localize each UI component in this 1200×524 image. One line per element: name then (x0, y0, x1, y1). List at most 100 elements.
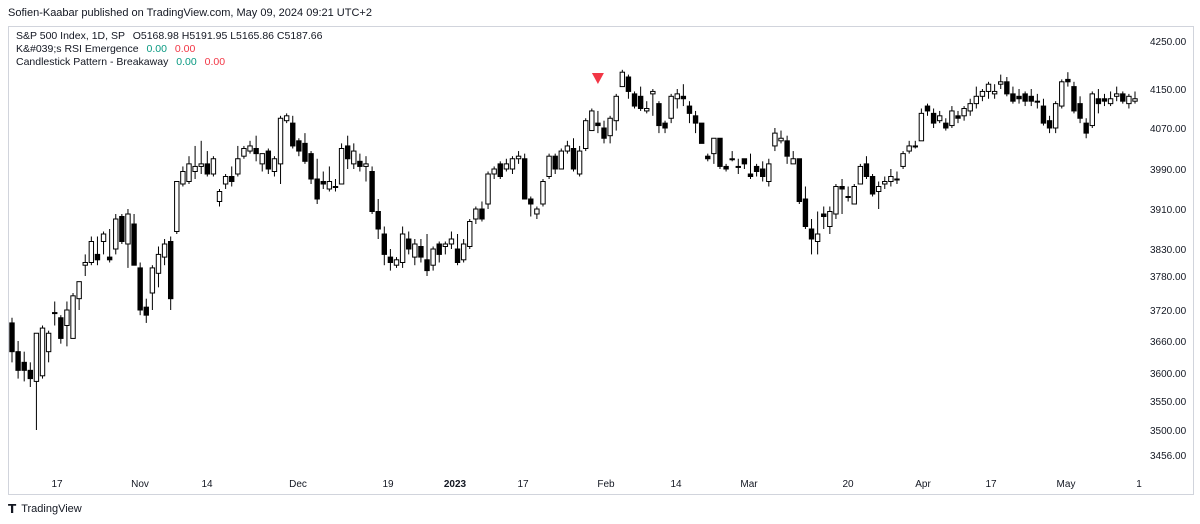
candle-up (113, 218, 119, 250)
tradingview-logo-icon: 𝗧 (8, 502, 17, 516)
candle-up (39, 327, 46, 377)
candle-down (320, 181, 326, 185)
y-tick-label: 3910.00 (1150, 205, 1187, 216)
candle-up (534, 208, 540, 215)
candle-up (998, 81, 1004, 85)
candle-down (686, 105, 693, 114)
candle-up (589, 110, 595, 132)
indicator-name: K&#039;s RSI Emergence (16, 43, 139, 55)
candle-down (15, 351, 21, 371)
footer-brand[interactable]: 𝗧 TradingView (8, 502, 82, 516)
price-axis: 4250.00 4150.00 4070.00 3990.00 3910.00 3830.… (1150, 37, 1187, 462)
breakaway-signal-marker (591, 73, 604, 84)
candle-up (558, 150, 564, 170)
legend-indicator-breakaway[interactable]: Candlestick Pattern - Breakaway 0.00 0.0… (16, 56, 322, 69)
candle-up (473, 208, 479, 220)
symbol-title: S&P 500 Index, 1D, SP (16, 30, 125, 42)
candle-down (302, 142, 308, 162)
x-tick-label: Dec (289, 479, 307, 490)
candle-down (106, 256, 113, 261)
candle-up (1089, 93, 1095, 127)
x-tick-label: 17 (51, 479, 63, 490)
candle-down (143, 306, 149, 316)
candle-up (985, 83, 992, 92)
y-tick-label: 3780.00 (1150, 272, 1187, 283)
candle-up (216, 191, 223, 202)
y-tick-label: 3500.00 (1150, 426, 1187, 437)
candle-down (454, 248, 461, 263)
candle-up (491, 168, 497, 175)
candle-up (76, 281, 82, 300)
candle-up (460, 243, 467, 261)
candle-down (943, 122, 949, 129)
candle-down (595, 122, 601, 127)
legend-indicator-rsi-emergence[interactable]: K&#039;s RSI Emergence 0.00 0.00 (16, 43, 322, 56)
candle-up (979, 90, 986, 97)
candle-up (583, 120, 589, 149)
candle-down (631, 93, 638, 107)
candle-down (131, 223, 137, 266)
candle-up (991, 90, 998, 95)
candle-down (296, 140, 302, 152)
candle-up (235, 158, 241, 175)
candle-down (741, 158, 748, 165)
candle-down (723, 165, 729, 170)
brand-name: TradingView (21, 503, 82, 515)
indicator-value-2: 0.00 (204, 56, 226, 68)
x-tick-label: Nov (131, 479, 149, 490)
candle-down (357, 160, 363, 167)
candle-up (1126, 95, 1132, 105)
publish-caption: Sofien-Kaabar published on TradingView.c… (8, 7, 372, 19)
candle-down (1010, 93, 1016, 102)
candle-down (418, 246, 424, 258)
candle-down (1077, 103, 1083, 119)
candle-down (167, 241, 174, 300)
candle-down (58, 317, 64, 339)
candle-down (637, 95, 644, 109)
candle-down (552, 155, 558, 170)
x-tick-label: May (1057, 479, 1076, 490)
candle-up (442, 243, 449, 247)
candle-up (247, 145, 253, 152)
candle-down (308, 153, 314, 180)
candle-down (601, 127, 607, 139)
candle-down (344, 145, 351, 160)
candle-up (772, 132, 778, 147)
x-tick-label: Feb (597, 479, 615, 490)
candle-down (698, 122, 705, 144)
candle-down (570, 148, 577, 170)
candle-up (894, 178, 900, 181)
candle-down (27, 369, 34, 380)
candle-down (94, 253, 101, 261)
candle-up (448, 238, 455, 245)
candle-up (546, 155, 552, 177)
candle-up (88, 241, 95, 263)
candle-up (100, 233, 107, 242)
candle-down (955, 115, 961, 119)
x-tick-label: 19 (382, 479, 394, 490)
candle-down (375, 211, 381, 230)
candle-down (705, 155, 711, 160)
candle-up (259, 153, 265, 165)
chart-frame[interactable] (8, 26, 1194, 495)
candle-up (64, 309, 70, 326)
candle-down (1071, 86, 1077, 112)
legend-symbol-row[interactable]: S&P 500 Index, 1D, SP O5168.98 H5191.95 … (16, 30, 322, 43)
candle-up (485, 173, 491, 205)
candle-down (1040, 105, 1047, 124)
candle-up (729, 158, 735, 161)
indicator-value-2: 0.00 (174, 43, 196, 55)
candle-up (912, 145, 918, 148)
candle-up (222, 176, 229, 185)
candle-up (936, 115, 943, 122)
candle-down (204, 163, 211, 175)
candle-down (137, 267, 143, 311)
candle-up (393, 259, 400, 266)
y-tick-label: 3600.00 (1150, 369, 1187, 380)
candle-down (753, 165, 760, 172)
candle-down (21, 361, 27, 371)
indicator-name: Candlestick Pattern - Breakaway (16, 56, 169, 68)
candle-up (332, 186, 339, 188)
candle-up (503, 163, 510, 170)
